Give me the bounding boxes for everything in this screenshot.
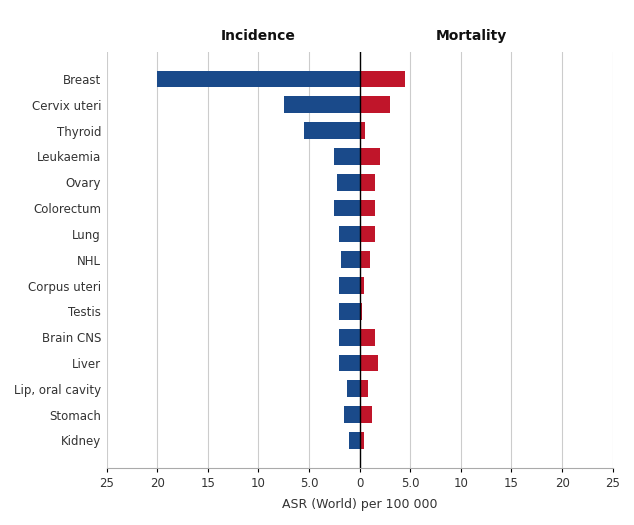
Bar xyxy=(339,226,359,243)
Bar xyxy=(359,148,380,165)
Bar xyxy=(337,174,359,191)
Bar xyxy=(304,122,359,139)
Bar xyxy=(359,303,361,320)
Bar xyxy=(359,354,378,371)
Bar xyxy=(359,226,375,243)
Bar xyxy=(334,200,359,216)
Bar xyxy=(359,251,370,268)
Bar xyxy=(359,97,390,113)
Bar xyxy=(339,303,359,320)
Bar xyxy=(341,251,359,268)
Bar xyxy=(347,381,359,397)
Bar xyxy=(359,329,375,345)
Bar xyxy=(349,432,359,449)
Bar xyxy=(359,174,375,191)
Bar xyxy=(359,406,372,423)
Bar xyxy=(359,200,375,216)
Bar xyxy=(359,71,405,88)
Text: Incidence: Incidence xyxy=(221,29,296,44)
Bar xyxy=(359,381,368,397)
X-axis label: ASR (World) per 100 000: ASR (World) per 100 000 xyxy=(282,498,437,511)
Bar xyxy=(359,122,365,139)
Bar xyxy=(339,329,359,345)
Bar xyxy=(339,354,359,371)
Bar xyxy=(283,97,359,113)
Bar xyxy=(157,71,359,88)
Bar xyxy=(359,432,364,449)
Bar xyxy=(359,277,364,294)
Bar xyxy=(339,277,359,294)
Text: Mortality: Mortality xyxy=(436,29,507,44)
Bar xyxy=(334,148,359,165)
Bar xyxy=(344,406,359,423)
